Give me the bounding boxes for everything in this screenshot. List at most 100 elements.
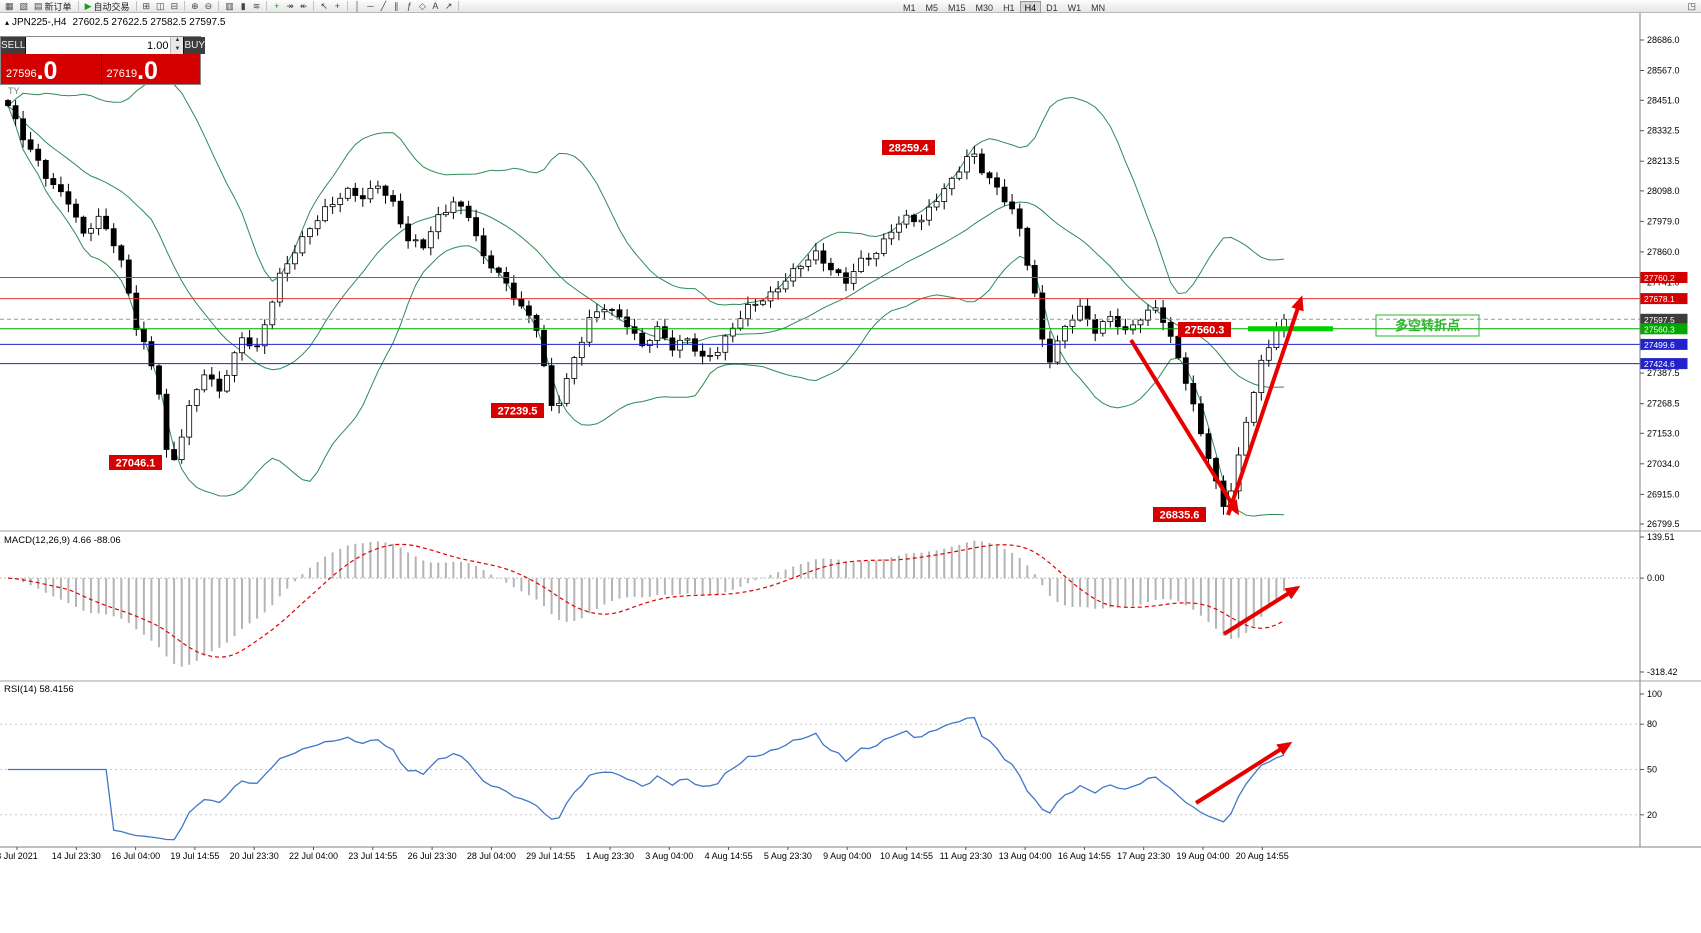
arrow-tools-icon[interactable]: ↗	[442, 0, 456, 12]
svg-text:26 Jul 23:30: 26 Jul 23:30	[408, 851, 457, 861]
zoom-out-icon[interactable]: ⊖	[202, 0, 216, 12]
price-tag-27560.3	[1640, 323, 1688, 335]
svg-text:26799.5: 26799.5	[1647, 519, 1680, 529]
volume-input[interactable]	[26, 37, 171, 54]
cascade-windows-icon[interactable]: ◫	[153, 0, 168, 12]
tile-windows-icon[interactable]: ⊞	[140, 0, 154, 12]
svg-text:27597.5: 27597.5	[1644, 315, 1675, 325]
sell-button[interactable]: SELL	[1, 37, 26, 54]
new-order-button: ▤	[34, 1, 43, 11]
buy-price-frac: .0	[137, 57, 158, 85]
svg-text:11 Aug 23:30: 11 Aug 23:30	[940, 851, 992, 861]
svg-text:多空转折点: 多空转折点	[1395, 318, 1460, 333]
price-callout-27046.1[interactable]: 27046.1	[109, 455, 162, 470]
chart-shift-icon[interactable]: ↞	[297, 0, 311, 12]
price-axis[interactable]: 28686.0 28567.0 28451.0 28332.5 28213.5 28098…	[1640, 35, 1688, 529]
time-axis[interactable]: 3 Jul 2021 14 Jul 23:30 16 Jul 04:00 19 Jul…	[0, 847, 1289, 861]
cursor-icon[interactable]: ↖	[317, 0, 331, 12]
vertical-line-icon[interactable]: │	[351, 0, 364, 12]
timeframe-M1[interactable]: M1	[903, 2, 916, 13]
horizontal-line-icon: ─	[367, 1, 374, 11]
svg-text:27860.0: 27860.0	[1647, 247, 1680, 257]
svg-text:27046.1: 27046.1	[116, 458, 156, 470]
svg-text:26915.0: 26915.0	[1647, 489, 1680, 499]
new-chart-icon[interactable]: ▦	[2, 0, 17, 12]
indicators-icon: +	[274, 1, 280, 11]
arrow-tools-icon: ↗	[444, 1, 453, 11]
zoom-in-icon: ⊕	[191, 1, 199, 11]
new-order-button[interactable]: ▤ 新订单	[31, 0, 75, 12]
svg-text:50: 50	[1647, 765, 1657, 775]
crosshair-icon[interactable]: +	[331, 0, 344, 12]
svg-text:28332.5: 28332.5	[1647, 126, 1680, 136]
rsi-label: RSI(14) 58.4156	[4, 684, 74, 695]
horizontal-line-icon[interactable]: ─	[364, 0, 377, 12]
indicators-icon[interactable]: +	[270, 0, 283, 12]
bar-chart-icon[interactable]: ▥	[222, 0, 237, 12]
timeframe-M5[interactable]: M5	[925, 2, 939, 13]
macd-signal-line	[7, 543, 1285, 658]
macd-label: MACD(12,26,9) 4.66 -88.06	[4, 535, 121, 546]
svg-text:27760.2: 27760.2	[1644, 273, 1675, 283]
arrange-windows-icon[interactable]: ⊟	[168, 0, 182, 12]
svg-text:27560.3: 27560.3	[1185, 325, 1225, 337]
one-click-trading-panel: SELL ▲ ▼ BUY 27596 .0 27619 .0	[0, 36, 206, 85]
price-tag-27760.2	[1640, 272, 1688, 283]
timeframe-W1[interactable]: W1	[1067, 2, 1082, 13]
macd-histogram	[14, 540, 1285, 667]
toolbar-separator	[266, 1, 268, 11]
price-callout-27239.5[interactable]: 27239.5	[491, 403, 544, 418]
trend-arrow[interactable]	[1222, 585, 1301, 636]
one-click-collapse-icon[interactable]: ▴	[5, 18, 10, 27]
shapes-icon[interactable]: ◇	[416, 0, 429, 12]
channel-icon[interactable]: ∥	[390, 0, 403, 12]
timeframe-H1[interactable]: H1	[1003, 2, 1015, 13]
timeframe-M15[interactable]: M15	[948, 2, 966, 13]
timeframe-H4[interactable]: H4	[1019, 0, 1042, 13]
timeframe-MN[interactable]: MN	[1091, 2, 1106, 13]
svg-text:28098.0: 28098.0	[1647, 186, 1680, 196]
trend-arrow[interactable]	[1194, 741, 1293, 805]
line-chart-icon[interactable]: ≋	[250, 0, 264, 12]
svg-text:0.00: 0.00	[1647, 573, 1665, 583]
svg-text:28259.4: 28259.4	[889, 143, 930, 155]
svg-text:100: 100	[1647, 689, 1662, 699]
trend-arrow[interactable]	[1226, 295, 1304, 516]
svg-text:27678.1: 27678.1	[1644, 294, 1675, 304]
timeframe-toolbar: M1 M5 M15 M30 H1 H4 D1 W1 MN	[898, 0, 1110, 13]
zoom-in-icon[interactable]: ⊕	[188, 0, 202, 12]
price-callout-27560.3[interactable]: 27560.3	[1178, 322, 1231, 337]
candlestick-chart-icon[interactable]: ▮	[237, 0, 250, 12]
profiles-icon: ▧	[19, 1, 29, 11]
price-callout-28259.4[interactable]: 28259.4	[882, 140, 935, 155]
svg-text:27239.5: 27239.5	[498, 406, 538, 418]
timeframe-D1[interactable]: D1	[1046, 2, 1058, 13]
svg-text:16 Jul 04:00: 16 Jul 04:00	[111, 851, 160, 861]
buy-button[interactable]: BUY	[184, 37, 206, 54]
zoom-out-icon: ⊖	[204, 1, 213, 11]
svg-text:23 Jul 14:55: 23 Jul 14:55	[348, 851, 397, 861]
volume-down-button[interactable]: ▼	[171, 45, 184, 54]
trade-panel-price-row: 27596 .0 27619 .0	[1, 54, 200, 84]
buy-price-main: 27619	[106, 68, 138, 80]
timeframe-M30[interactable]: M30	[975, 2, 994, 13]
svg-text:28 Jul 04:00: 28 Jul 04:00	[467, 851, 516, 861]
auto-scroll-icon[interactable]: ↠	[283, 0, 297, 12]
expand-window-icon[interactable]: ◳	[1687, 1, 1696, 11]
sell-price-frac: .0	[36, 57, 58, 85]
chart-object-label: TY	[8, 86, 20, 96]
sell-price-button[interactable]: 27596 .0	[1, 54, 101, 84]
price-callout-26835.6[interactable]: 26835.6	[1153, 507, 1206, 522]
text-icon[interactable]: A	[429, 0, 442, 12]
fibonacci-icon[interactable]: ƒ	[403, 0, 416, 12]
buy-price-button[interactable]: 27619 .0	[100, 54, 200, 85]
trendline-icon[interactable]: ╱	[377, 0, 390, 12]
profiles-icon[interactable]: ▧	[17, 0, 32, 12]
trend-arrow[interactable]	[1129, 338, 1240, 516]
volume-up-button[interactable]: ▲	[171, 37, 184, 46]
autotrading-button[interactable]: ▶ 自动交易	[82, 0, 133, 12]
text-annotation[interactable]: 多空转折点	[1375, 314, 1480, 337]
svg-text:9 Aug 04:00: 9 Aug 04:00	[823, 851, 871, 861]
line-chart-icon: ≋	[252, 1, 261, 11]
